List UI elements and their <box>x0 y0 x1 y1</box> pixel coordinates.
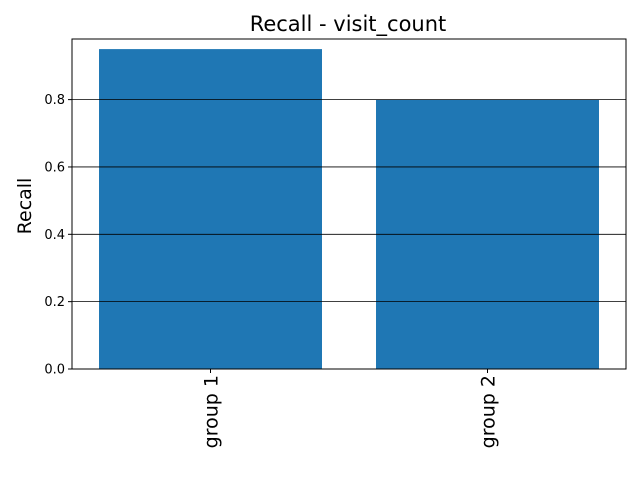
bar-1 <box>99 49 322 369</box>
y-tick-label: 0.2 <box>44 295 65 310</box>
x-tick-label: group 1 <box>201 375 223 448</box>
plot-area: 0.0 0.2 0.4 0.6 0.8 group 1 group 2 <box>44 38 627 448</box>
y-tick-label: 0.0 <box>44 363 65 378</box>
chart-title: Recall - visit_count <box>250 12 447 37</box>
y-tick-label: 0.4 <box>44 228 65 243</box>
y-axis-title: Recall <box>14 178 36 235</box>
y-tick-label: 0.6 <box>44 160 65 175</box>
y-tick-label: 0.8 <box>44 93 65 108</box>
x-tick-label: group 2 <box>478 375 500 448</box>
plot-frame <box>71 38 627 370</box>
